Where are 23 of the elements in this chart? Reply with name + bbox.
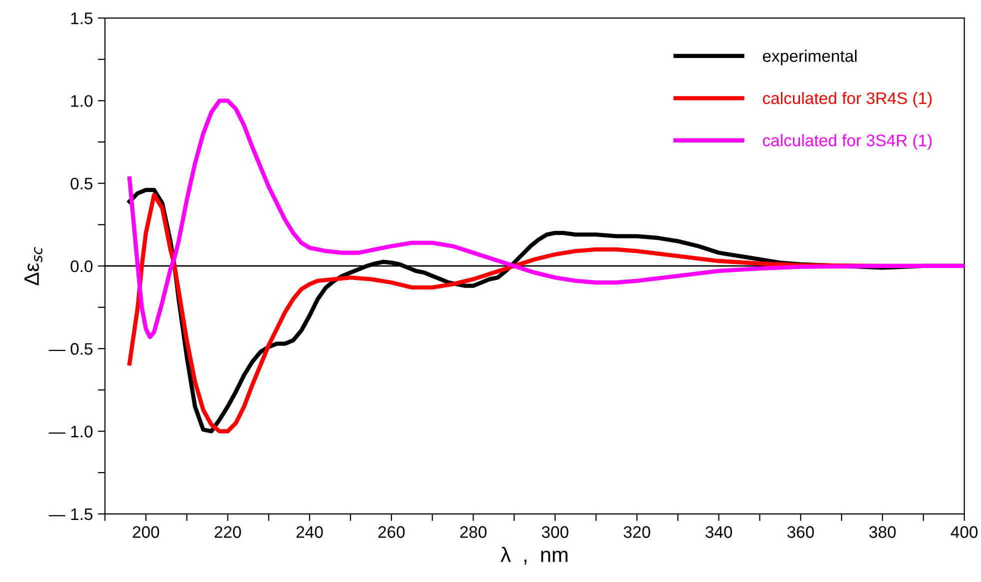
y-tick-label: — 0.5 — [48, 343, 92, 355]
x-axis-title: λ , nm — [500, 546, 568, 565]
x-tick-label: 280 — [460, 526, 487, 538]
x-tick-label: 240 — [296, 526, 323, 538]
y-axis-title: Δε$_{sc}$ — [24, 247, 42, 286]
x-tick-label: 260 — [378, 526, 405, 538]
y-tick-label: 0.0 — [70, 260, 93, 272]
x-tick-label: 400 — [950, 526, 978, 538]
x-tick-label: 360 — [787, 526, 814, 538]
y-tick-label: 1.0 — [71, 95, 93, 107]
legend-label: calculated for 3R4S (1) — [762, 92, 932, 108]
x-tick-label: 300 — [542, 526, 568, 538]
x-tick-label: 220 — [214, 526, 241, 538]
legend-label: experimental — [762, 50, 857, 66]
x-tick-label: 340 — [706, 526, 732, 538]
legend-label: calculated for 3S4R (1) — [762, 134, 932, 150]
x-tick-label: 380 — [869, 526, 896, 538]
y-tick-label: 0.5 — [70, 178, 92, 190]
x-tick-label: 320 — [624, 526, 650, 538]
y-tick-label: — 1.5 — [48, 508, 92, 520]
x-tick-label: 200 — [132, 526, 160, 538]
y-tick-label: — 1.0 — [48, 426, 93, 438]
y-tick-label: 1.5 — [71, 12, 92, 24]
